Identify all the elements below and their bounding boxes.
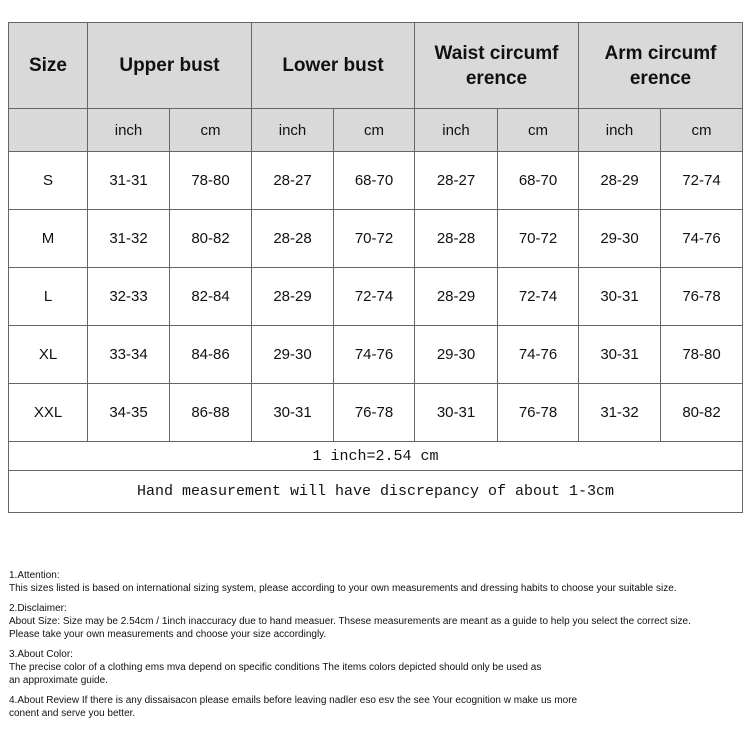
size-chart-table: Size Upper bust Lower bust Waist circumf… bbox=[8, 22, 743, 513]
note-line: 4.About Review If there is any dissaisac… bbox=[9, 695, 578, 706]
value-cell: 29-30 bbox=[414, 325, 498, 384]
note-title: 1.Attention: bbox=[9, 570, 60, 581]
value-cell: 30-31 bbox=[251, 383, 334, 442]
value-cell: 74-76 bbox=[333, 325, 415, 384]
unit-cell: cm bbox=[169, 108, 252, 152]
value-cell: 32-33 bbox=[87, 267, 170, 326]
note-line: an approximate guide. bbox=[9, 675, 108, 686]
value-cell: 30-31 bbox=[578, 325, 661, 384]
value-cell: 72-74 bbox=[333, 267, 415, 326]
header-waist: Waist circumf erence bbox=[414, 22, 579, 109]
note-line: This sizes listed is based on internatio… bbox=[9, 583, 677, 594]
value-cell: 84-86 bbox=[169, 325, 252, 384]
value-cell: 86-88 bbox=[169, 383, 252, 442]
value-cell: 82-84 bbox=[169, 267, 252, 326]
value-cell: 31-32 bbox=[87, 209, 170, 268]
value-cell: 76-78 bbox=[660, 267, 743, 326]
value-cell: 28-29 bbox=[578, 151, 661, 210]
value-cell: 31-31 bbox=[87, 151, 170, 210]
value-cell: 76-78 bbox=[497, 383, 579, 442]
table-row: L 32-33 82-84 28-29 72-74 28-29 72-74 30-31 76-7… bbox=[8, 267, 743, 326]
value-cell: 70-72 bbox=[333, 209, 415, 268]
table-row: XL 33-34 84-86 29-30 74-76 29-30 74-76 30-31 78-… bbox=[8, 325, 743, 384]
value-cell: 28-27 bbox=[251, 151, 334, 210]
value-cell: 78-80 bbox=[660, 325, 743, 384]
value-cell: 28-28 bbox=[251, 209, 334, 268]
value-cell: 74-76 bbox=[497, 325, 579, 384]
header-row: Size Upper bust Lower bust Waist circumf… bbox=[8, 22, 743, 109]
note-item: 2.Disclaimer: About Size: Size may be 2.5… bbox=[9, 602, 691, 641]
value-cell: 80-82 bbox=[169, 209, 252, 268]
size-cell: XXL bbox=[8, 383, 88, 442]
value-cell: 80-82 bbox=[660, 383, 743, 442]
value-cell: 72-74 bbox=[497, 267, 579, 326]
size-cell: S bbox=[8, 151, 88, 210]
header-arm: Arm circumf erence bbox=[578, 22, 743, 109]
value-cell: 78-80 bbox=[169, 151, 252, 210]
note-line: Please take your own measurements and ch… bbox=[9, 629, 327, 640]
value-cell: 29-30 bbox=[251, 325, 334, 384]
unit-row: inch cm inch cm inch cm inch cm bbox=[8, 108, 743, 152]
conversion-note: 1 inch=2.54 cm bbox=[8, 441, 743, 471]
note-line: The precise color of a clothing ems mva … bbox=[9, 662, 542, 673]
value-cell: 68-70 bbox=[497, 151, 579, 210]
value-cell: 30-31 bbox=[414, 383, 498, 442]
header-lower-bust: Lower bust bbox=[251, 22, 415, 109]
value-cell: 28-28 bbox=[414, 209, 498, 268]
note-title: 3.About Color: bbox=[9, 649, 73, 660]
unit-blank bbox=[8, 108, 88, 152]
value-cell: 28-29 bbox=[251, 267, 334, 326]
table-row: M 31-32 80-82 28-28 70-72 28-28 70-72 29-30 74-7… bbox=[8, 209, 743, 268]
note-line: conent and serve you better. bbox=[9, 708, 136, 719]
conversion-row: 1 inch=2.54 cm bbox=[8, 441, 743, 471]
note-item: 1.Attention: This sizes listed is based o… bbox=[9, 569, 691, 595]
value-cell: 33-34 bbox=[87, 325, 170, 384]
notes-section: 1.Attention: This sizes listed is based o… bbox=[9, 569, 691, 727]
note-item: 3.About Color: The precise color of a clo… bbox=[9, 648, 691, 687]
discrepancy-row: Hand measurement will have discrepancy o… bbox=[8, 470, 743, 513]
note-item: 4.About Review If there is any dissaisac… bbox=[9, 694, 691, 720]
unit-cell: cm bbox=[497, 108, 579, 152]
value-cell: 76-78 bbox=[333, 383, 415, 442]
unit-cell: inch bbox=[578, 108, 661, 152]
value-cell: 68-70 bbox=[333, 151, 415, 210]
value-cell: 28-29 bbox=[414, 267, 498, 326]
unit-cell: inch bbox=[414, 108, 498, 152]
value-cell: 29-30 bbox=[578, 209, 661, 268]
unit-cell: inch bbox=[251, 108, 334, 152]
table-row: S 31-31 78-80 28-27 68-70 28-27 68-70 28-29 72-7… bbox=[8, 151, 743, 210]
value-cell: 30-31 bbox=[578, 267, 661, 326]
discrepancy-note: Hand measurement will have discrepancy o… bbox=[8, 470, 743, 513]
value-cell: 28-27 bbox=[414, 151, 498, 210]
value-cell: 74-76 bbox=[660, 209, 743, 268]
table-row: XXL 34-35 86-88 30-31 76-78 30-31 76-78 31-32 80… bbox=[8, 383, 743, 442]
size-cell: M bbox=[8, 209, 88, 268]
header-upper-bust: Upper bust bbox=[87, 22, 252, 109]
unit-cell: cm bbox=[660, 108, 743, 152]
size-cell: L bbox=[8, 267, 88, 326]
size-cell: XL bbox=[8, 325, 88, 384]
note-line: About Size: Size may be 2.54cm / 1inch i… bbox=[9, 616, 691, 627]
unit-cell: cm bbox=[333, 108, 415, 152]
unit-cell: inch bbox=[87, 108, 170, 152]
value-cell: 34-35 bbox=[87, 383, 170, 442]
note-title: 2.Disclaimer: bbox=[9, 603, 67, 614]
header-size: Size bbox=[8, 22, 88, 109]
value-cell: 31-32 bbox=[578, 383, 661, 442]
value-cell: 72-74 bbox=[660, 151, 743, 210]
value-cell: 70-72 bbox=[497, 209, 579, 268]
